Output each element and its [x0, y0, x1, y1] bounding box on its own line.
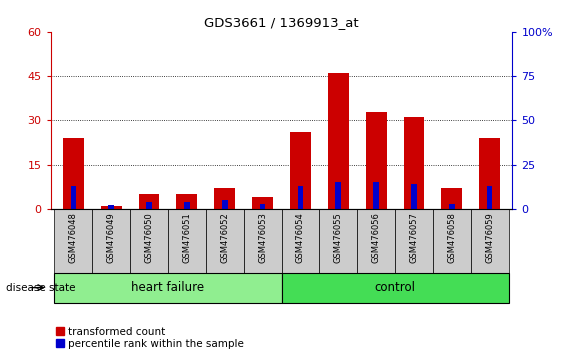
Text: heart failure: heart failure — [131, 281, 204, 294]
Bar — [138, 194, 159, 209]
FancyBboxPatch shape — [244, 209, 282, 273]
FancyBboxPatch shape — [168, 209, 206, 273]
FancyBboxPatch shape — [282, 273, 508, 303]
Bar — [260, 204, 265, 209]
Bar — [479, 138, 500, 209]
Bar — [404, 118, 425, 209]
Bar — [366, 112, 387, 209]
Bar — [184, 202, 190, 209]
Bar — [328, 73, 348, 209]
Bar — [63, 138, 84, 209]
Bar — [252, 197, 273, 209]
FancyBboxPatch shape — [395, 209, 433, 273]
Text: GSM476057: GSM476057 — [409, 212, 418, 263]
Bar — [441, 188, 462, 209]
Bar — [290, 132, 311, 209]
Title: GDS3661 / 1369913_at: GDS3661 / 1369913_at — [204, 16, 359, 29]
Text: GSM476055: GSM476055 — [334, 212, 343, 263]
FancyBboxPatch shape — [282, 209, 319, 273]
Bar — [70, 186, 76, 209]
Bar — [336, 182, 341, 209]
Text: GSM476058: GSM476058 — [447, 212, 456, 263]
Bar — [101, 206, 122, 209]
Text: GSM476048: GSM476048 — [69, 212, 78, 263]
FancyBboxPatch shape — [357, 209, 395, 273]
FancyBboxPatch shape — [55, 209, 92, 273]
FancyBboxPatch shape — [130, 209, 168, 273]
Bar — [411, 184, 417, 209]
Text: GSM476050: GSM476050 — [145, 212, 154, 263]
Bar — [215, 188, 235, 209]
Bar — [449, 204, 455, 209]
Text: GSM476053: GSM476053 — [258, 212, 267, 263]
Text: GSM476051: GSM476051 — [182, 212, 191, 263]
FancyBboxPatch shape — [433, 209, 471, 273]
Legend: transformed count, percentile rank within the sample: transformed count, percentile rank withi… — [56, 327, 244, 349]
FancyBboxPatch shape — [55, 273, 282, 303]
FancyBboxPatch shape — [471, 209, 508, 273]
Bar — [487, 186, 493, 209]
FancyBboxPatch shape — [92, 209, 130, 273]
Bar — [298, 186, 303, 209]
Bar — [146, 202, 152, 209]
Text: GSM476056: GSM476056 — [372, 212, 381, 263]
Text: disease state: disease state — [6, 282, 75, 293]
Text: GSM476059: GSM476059 — [485, 212, 494, 263]
Text: GSM476049: GSM476049 — [107, 212, 116, 263]
Text: GSM476052: GSM476052 — [220, 212, 229, 263]
Bar — [176, 194, 197, 209]
Text: control: control — [374, 281, 415, 294]
FancyBboxPatch shape — [206, 209, 244, 273]
FancyBboxPatch shape — [319, 209, 357, 273]
Bar — [222, 200, 227, 209]
Text: GSM476054: GSM476054 — [296, 212, 305, 263]
Bar — [373, 182, 379, 209]
Bar — [108, 205, 114, 209]
